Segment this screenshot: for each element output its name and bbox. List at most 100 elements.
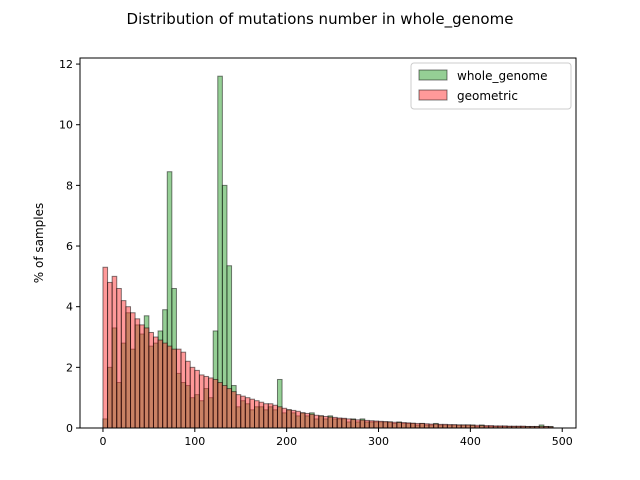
bar-geometric-43 (299, 412, 306, 429)
bar-geometric-34 (258, 401, 265, 429)
bar-geometric-75 (446, 424, 453, 429)
bar-geometric-48 (322, 415, 329, 429)
legend-swatch-whole_genome (418, 69, 448, 81)
bar-geometric-47 (318, 415, 324, 429)
y-tick-label: 6 (66, 240, 73, 253)
bar-geometric-12 (157, 339, 164, 429)
bar-geometric-40 (286, 409, 292, 429)
axes-frame (79, 57, 577, 429)
bar-geometric-45 (309, 413, 315, 429)
bar-geometric-28 (231, 391, 237, 429)
y-axis-label: % of samples (32, 203, 46, 283)
legend-label-geometric: geometric (457, 89, 518, 103)
bar-geometric-5 (125, 306, 132, 429)
bar-geometric-66 (405, 422, 412, 429)
bar-geometric-33 (254, 400, 260, 429)
bar-geometric-0 (102, 266, 109, 429)
bar-geometric-58 (368, 420, 375, 429)
x-axis-ticks: 0 100 200 300 400 500 (99, 428, 573, 448)
bar-geometric-6 (130, 312, 136, 429)
bar-geometric-14 (166, 345, 173, 429)
bar-geometric-46 (313, 414, 320, 429)
bar-geometric-22 (203, 375, 210, 429)
legend-label-whole_genome: whole_genome (457, 69, 548, 83)
y-tick-label: 4 (66, 301, 73, 314)
y-tick-label: 0 (66, 422, 73, 435)
bar-geometric-70 (423, 423, 430, 429)
bar-geometric-13 (162, 342, 168, 429)
bar-geometric-32 (249, 398, 256, 429)
bar-geometric-54 (350, 419, 357, 429)
bar-geometric-21 (198, 374, 205, 429)
x-tick-label: 400 (460, 435, 481, 448)
y-tick-label: 2 (66, 361, 73, 374)
bars-layer (102, 75, 554, 429)
x-tick-label: 0 (99, 435, 106, 448)
y-tick-label: 8 (66, 179, 73, 192)
bar-geometric-39 (281, 407, 288, 429)
bar-whole_genome-25 (217, 75, 223, 429)
bar-geometric-30 (240, 395, 246, 429)
bar-geometric-67 (410, 422, 416, 429)
bar-geometric-50 (332, 416, 338, 429)
bar-geometric-74 (442, 423, 448, 429)
y-tick-label: 10 (59, 119, 73, 132)
bar-geometric-23 (208, 377, 214, 429)
y-tick-label: 12 (59, 58, 73, 71)
bar-geometric-38 (276, 406, 283, 429)
bar-geometric-17 (180, 351, 187, 429)
bar-geometric-51 (336, 417, 343, 429)
x-tick-label: 500 (552, 435, 573, 448)
bar-geometric-59 (373, 420, 380, 429)
bar-geometric-3 (116, 287, 122, 429)
bar-geometric-37 (272, 404, 278, 429)
bar-geometric-1 (107, 281, 113, 429)
bar-geometric-8 (139, 324, 145, 429)
bar-geometric-53 (345, 418, 352, 429)
x-tick-label: 200 (276, 435, 297, 448)
bar-geometric-61 (382, 421, 389, 429)
bar-geometric-10 (148, 331, 154, 429)
bar-geometric-24 (212, 378, 219, 429)
legend: whole_genome geometric (410, 62, 572, 110)
bar-geometric-49 (327, 416, 334, 429)
bar-geometric-4 (120, 300, 127, 429)
legend-swatch-geometric (418, 89, 448, 101)
x-tick-label: 300 (368, 435, 389, 448)
bar-geometric-68 (414, 422, 421, 429)
bar-geometric-2 (111, 275, 118, 429)
bar-geometric-20 (194, 369, 200, 429)
bar-geometric-19 (189, 366, 196, 429)
bar-geometric-16 (175, 348, 182, 429)
bar-geometric-57 (364, 419, 370, 429)
bar-geometric-25 (217, 382, 223, 429)
bar-geometric-11 (152, 336, 159, 429)
chart-title: Distribution of mutations number in whol… (127, 10, 514, 29)
bar-geometric-42 (295, 410, 301, 429)
bar-geometric-9 (143, 327, 150, 429)
bar-geometric-73 (437, 423, 444, 429)
bar-geometric-15 (171, 348, 177, 429)
bar-geometric-64 (396, 422, 402, 429)
x-tick-label: 100 (184, 435, 205, 448)
bar-geometric-69 (419, 422, 425, 429)
bar-geometric-63 (391, 421, 398, 429)
bar-geometric-52 (341, 417, 347, 429)
bar-geometric-31 (244, 397, 251, 429)
bar-geometric-44 (304, 412, 311, 429)
bar-geometric-55 (355, 419, 361, 429)
bar-geometric-56 (359, 419, 366, 429)
bar-geometric-18 (185, 360, 191, 429)
bar-geometric-29 (235, 394, 242, 429)
y-axis-ticks: 0 2 4 6 8 10 12 (59, 58, 80, 435)
bar-geometric-60 (378, 420, 384, 429)
bar-geometric-65 (400, 422, 407, 429)
bar-geometric-7 (134, 318, 141, 429)
bar-geometric-41 (290, 409, 297, 429)
legend-frame (410, 62, 572, 110)
bar-geometric-27 (226, 388, 233, 429)
bar-geometric-72 (433, 423, 439, 429)
bar-geometric-36 (267, 403, 274, 429)
bar-geometric-71 (428, 423, 435, 429)
